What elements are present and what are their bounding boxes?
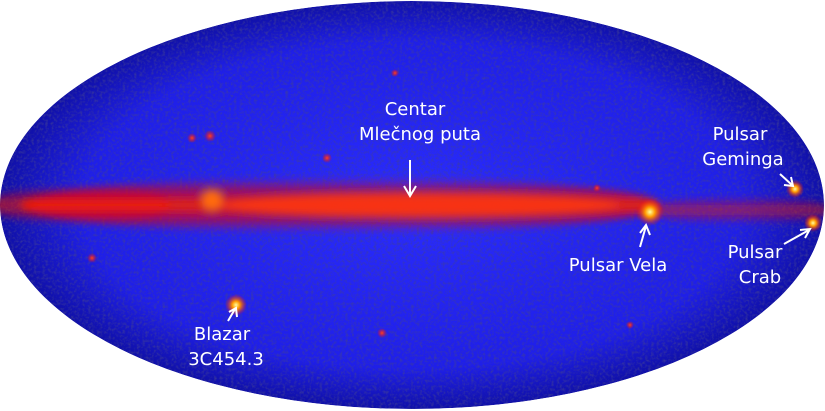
label: Pulsar <box>728 242 783 263</box>
arrow <box>783 227 812 245</box>
label: Mlečnog puta <box>359 124 481 145</box>
label: Geminga <box>702 149 783 170</box>
label: Pulsar Vela <box>569 255 668 276</box>
label: Pulsar <box>713 124 768 145</box>
label: 3C454.3 <box>188 349 264 370</box>
annotations: Centar Mlečnog puta Pulsar Geminga Pulsa… <box>188 99 812 370</box>
label: Crab <box>739 267 781 288</box>
label: Blazar <box>194 324 251 345</box>
arrow <box>227 306 238 322</box>
arrow <box>403 160 417 198</box>
arrow <box>639 222 651 248</box>
label: Centar <box>385 99 446 120</box>
arrow <box>779 173 795 188</box>
